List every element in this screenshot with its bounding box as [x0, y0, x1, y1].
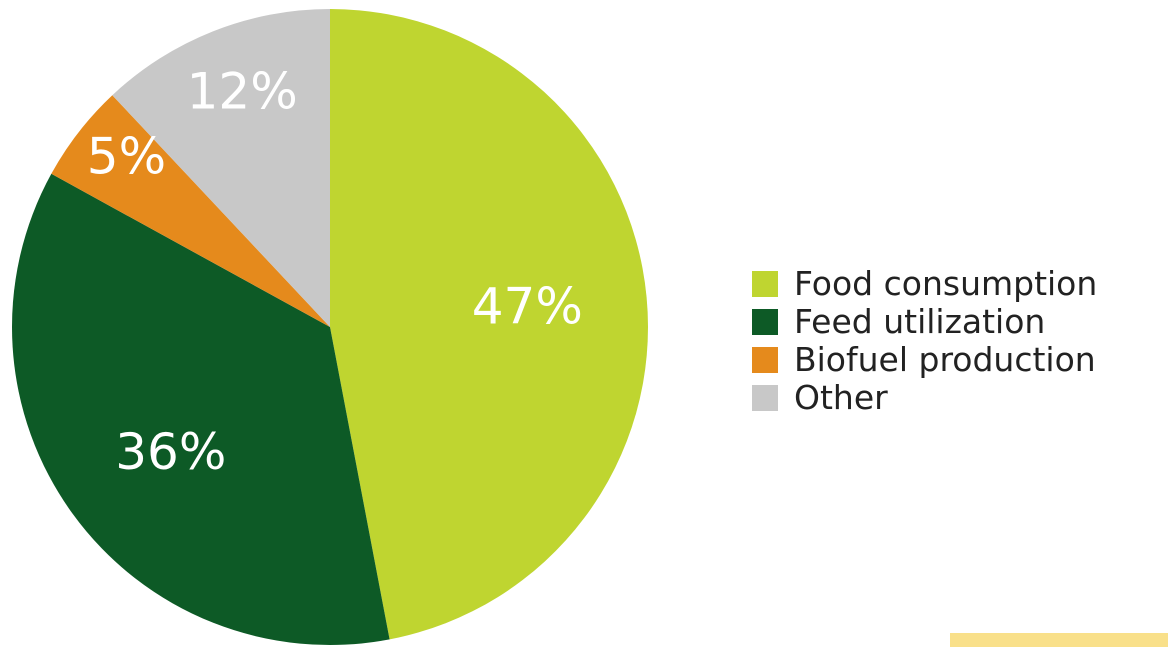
legend-swatch-biofuel-production	[752, 347, 778, 373]
pie-slice-label-food-consumption: 47%	[472, 278, 583, 336]
legend-label-feed-utilization: Feed utilization	[794, 302, 1046, 341]
pie-slice-food-consumption	[330, 9, 649, 640]
pie-slice-label-other: 12%	[187, 63, 298, 121]
pie-slice-label-biofuel-production: 5%	[87, 128, 166, 186]
legend-item-food-consumption: Food consumption	[752, 265, 1097, 303]
pie-slice-biofuel-production	[51, 95, 331, 327]
legend-swatch-feed-utilization	[752, 309, 778, 335]
legend-swatch-other	[752, 385, 778, 411]
legend: Food consumption Feed utilization Biofue…	[752, 265, 1097, 417]
legend-label-other: Other	[794, 378, 888, 417]
pie-slice-feed-utilization	[12, 173, 390, 645]
pie-slice-label-feed-utilization: 36%	[115, 423, 226, 481]
legend-item-biofuel-production: Biofuel production	[752, 341, 1097, 379]
corner-decoration	[950, 633, 1168, 647]
pie-slice-other	[112, 9, 330, 327]
pie-slices	[12, 9, 649, 645]
legend-label-biofuel-production: Biofuel production	[794, 340, 1096, 379]
legend-item-feed-utilization: Feed utilization	[752, 303, 1097, 341]
legend-swatch-food-consumption	[752, 271, 778, 297]
legend-item-other: Other	[752, 379, 1097, 417]
legend-label-food-consumption: Food consumption	[794, 264, 1098, 303]
pie-slice-labels: 47% 36% 5% 12%	[87, 63, 583, 481]
